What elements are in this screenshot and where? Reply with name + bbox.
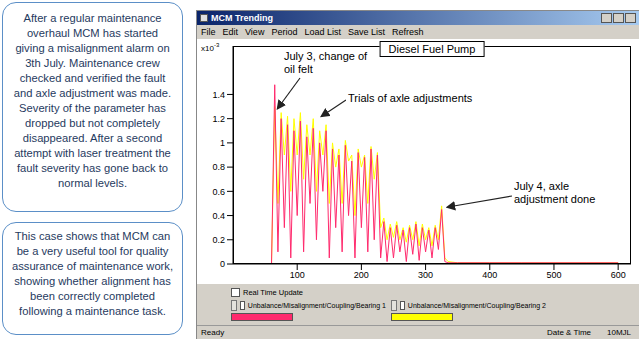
svg-text:0.2: 0.2 bbox=[212, 235, 225, 245]
html-text:Unbalance/Misalignment/Couplin: Unbalance/Misalignment/Coupling/Bearing … bbox=[407, 302, 546, 309]
svg-text:500: 500 bbox=[546, 270, 561, 280]
html-text:This case shows that MCM can b: This case shows that MCM can be a very u… bbox=[12, 230, 173, 317]
html-text:Save List: Save List bbox=[347, 27, 385, 37]
html-text:After a regular maintenance ov: After a regular maintenance overhaul MCM… bbox=[13, 12, 172, 189]
svg-text:600: 600 bbox=[611, 270, 626, 280]
html-text:MCM Trending: MCM Trending bbox=[211, 13, 273, 23]
html-text:July 3, change of: July 3, change of bbox=[284, 50, 368, 62]
svg-text:1.2: 1.2 bbox=[212, 114, 225, 124]
html-text:Edit: Edit bbox=[222, 27, 238, 37]
html-text:Ready: Ready bbox=[201, 328, 225, 337]
html-text:x10-3: x10-3 bbox=[201, 42, 220, 53]
svg-text:0.4: 0.4 bbox=[212, 211, 225, 221]
html-text:Real Time Update: Real Time Update bbox=[243, 288, 303, 297]
svg-text:300: 300 bbox=[418, 270, 433, 280]
html-text:oil felt: oil felt bbox=[284, 63, 313, 75]
svg-text:1: 1 bbox=[220, 138, 225, 148]
svg-text:400: 400 bbox=[482, 270, 497, 280]
svg-text:200: 200 bbox=[354, 270, 369, 280]
html-text:Period: Period bbox=[271, 27, 298, 37]
svg-text:100: 100 bbox=[290, 270, 305, 280]
svg-text:1.4: 1.4 bbox=[212, 90, 225, 100]
html-text:Refresh: Refresh bbox=[392, 27, 424, 37]
html-text:Date & Time: Date & Time bbox=[547, 328, 591, 337]
svg-text:0.8: 0.8 bbox=[212, 162, 225, 172]
html-text:adjustment done: adjustment done bbox=[514, 193, 596, 205]
html-text:Load List: Load List bbox=[304, 27, 341, 37]
html-text:View: View bbox=[245, 27, 265, 37]
html-text:Trials of axle adjustments: Trials of axle adjustments bbox=[348, 92, 473, 104]
html-text:Unbalance/Misalignment/Couplin: Unbalance/Misalignment/Coupling/Bearing … bbox=[247, 302, 386, 309]
html-text:File: File bbox=[201, 27, 216, 37]
html-text:July 4, axle: July 4, axle bbox=[514, 180, 569, 192]
svg-text:0.6: 0.6 bbox=[212, 187, 225, 197]
svg-text:0: 0 bbox=[220, 259, 225, 269]
html-text:10MJL: 10MJL bbox=[607, 328, 631, 337]
html-text:Diesel Fuel Pump: Diesel Fuel Pump bbox=[388, 43, 476, 55]
